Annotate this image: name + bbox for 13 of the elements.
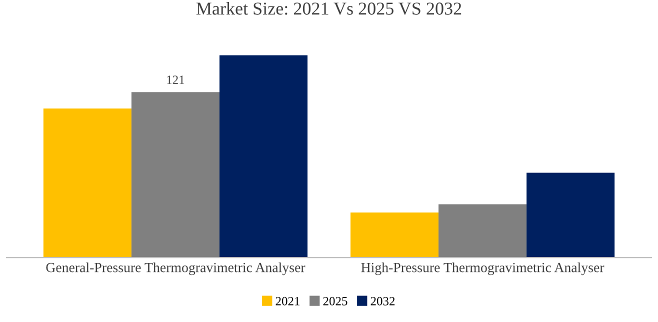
legend-label: 2032: [370, 296, 395, 306]
legend-label: 2021: [276, 296, 300, 306]
bar: [438, 204, 527, 258]
bar: [219, 55, 308, 258]
chart-title: Market Size: 2021 Vs 2025 VS 2032: [196, 2, 462, 15]
bar: [131, 92, 220, 258]
x-tick-label: General-Pressure Thermogravimetric Analyser: [46, 262, 306, 276]
bar: [43, 108, 132, 258]
bar: [526, 172, 615, 258]
x-tick-label: High-Pressure Thermogravimetric Analyser: [361, 262, 604, 276]
bar: [350, 212, 439, 258]
legend-label: 2025: [323, 296, 348, 306]
data-label: 121: [167, 76, 184, 84]
